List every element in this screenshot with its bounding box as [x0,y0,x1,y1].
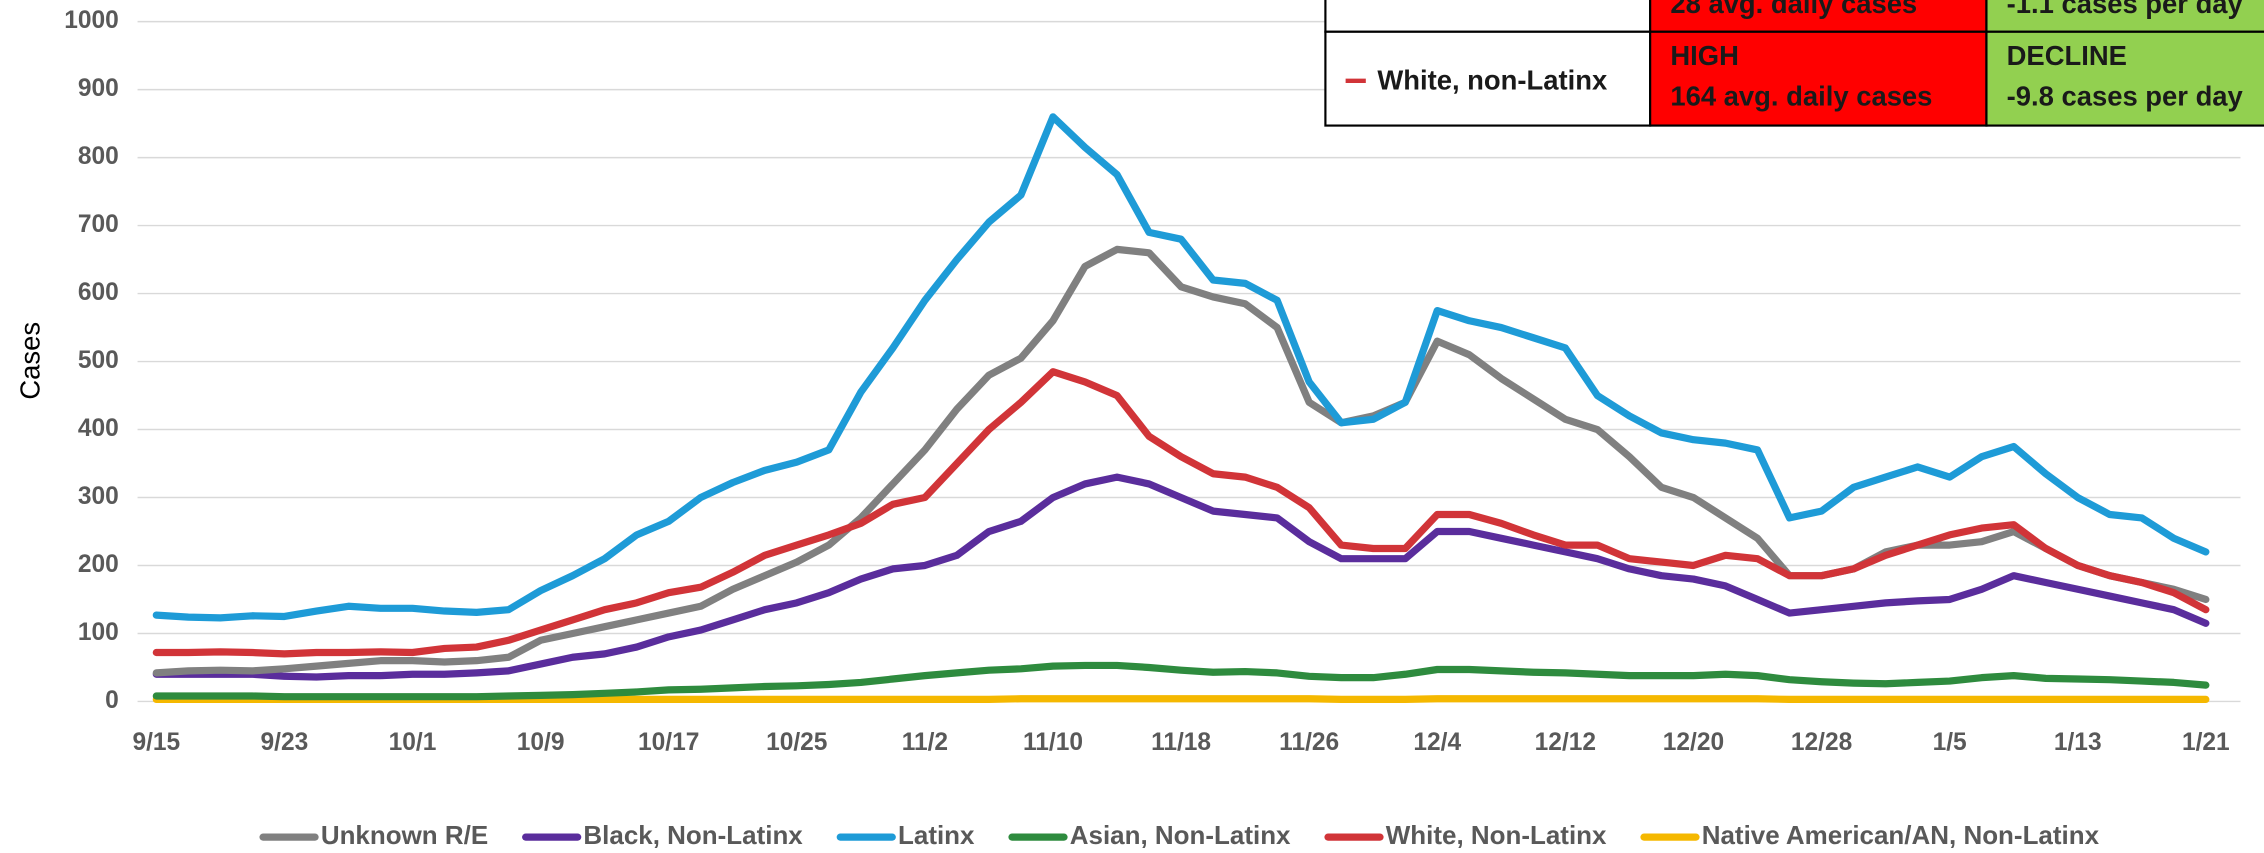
y-tick-label: 200 [78,551,119,578]
legend-item: Latinx [836,820,975,850]
data-line [152,368,2210,658]
y-tick-label: 100 [78,619,119,646]
x-tick-label: 11/26 [1279,729,1339,756]
y-tick-label: 1000 [64,7,119,34]
table-text: -9.8 cases per day [2007,80,2244,111]
x-tick-label: 12/12 [1535,729,1596,756]
y-tick-label: 0 [105,687,119,714]
legend-item: Native American/AN, Non-Latinx [1640,820,2100,850]
table-text: DECLINE [2007,40,2127,71]
table-text: White, non-Latinx [1377,65,1608,96]
table-cell [1985,30,2264,127]
x-tick-label: 9/23 [261,729,309,756]
x-tick-label: 10/25 [766,729,827,756]
table-cell [1324,30,1652,127]
y-tick-label: 800 [78,143,119,170]
status-table: 28 avg. daily cases -1.1 cases per day W… [1324,0,2264,127]
x-tick-label: 10/17 [638,729,699,756]
data-line [152,113,2210,622]
x-tick-label: 11/18 [1151,729,1211,756]
y-tick-label: 900 [78,75,119,102]
table-text: 28 avg. daily cases [1670,0,1917,19]
x-tick-label: 11/2 [902,729,948,756]
legend-label: Latinx [898,820,975,850]
x-tick-label: 1/21 [2182,729,2230,756]
legend-label: White, Non-Latinx [1386,820,1607,850]
x-tick-label: 12/20 [1663,729,1724,756]
legend-item: Unknown R/E [259,820,488,850]
table-text: 164 avg. daily cases [1670,80,1932,111]
x-tick-label: 10/9 [517,729,565,756]
y-tick-label: 700 [78,211,119,238]
data-line [152,661,2210,701]
y-axis-label: Cases [14,322,45,400]
legend-label: Asian, Non-Latinx [1070,820,1291,850]
legend-item: Black, Non-Latinx [522,820,803,850]
x-tick-label: 12/28 [1791,729,1852,756]
x-tick-label: 1/13 [2054,729,2102,756]
legend-item: White, Non-Latinx [1324,820,1607,850]
x-tick-label: 12/4 [1413,729,1461,756]
y-tick-label: 300 [78,483,119,510]
x-tick-label: 10/1 [389,729,437,756]
legend-label: Native American/AN, Non-Latinx [1702,820,2100,850]
data-line [152,473,2210,681]
legend-label: Unknown R/E [321,820,488,850]
legend-label: Black, Non-Latinx [583,820,803,850]
legend-item: Asian, Non-Latinx [1008,820,1291,850]
table-cell [1324,0,1652,33]
table-text: -1.1 cases per day [2007,0,2244,19]
y-tick-label: 600 [78,279,119,306]
x-tick-label: 1/5 [1933,729,1967,756]
x-tick-label: 11/10 [1023,729,1083,756]
table-text: HIGH [1670,40,1739,71]
y-tick-label: 500 [78,347,119,374]
y-tick-label: 400 [78,415,119,442]
x-tick-label: 9/15 [132,729,180,756]
